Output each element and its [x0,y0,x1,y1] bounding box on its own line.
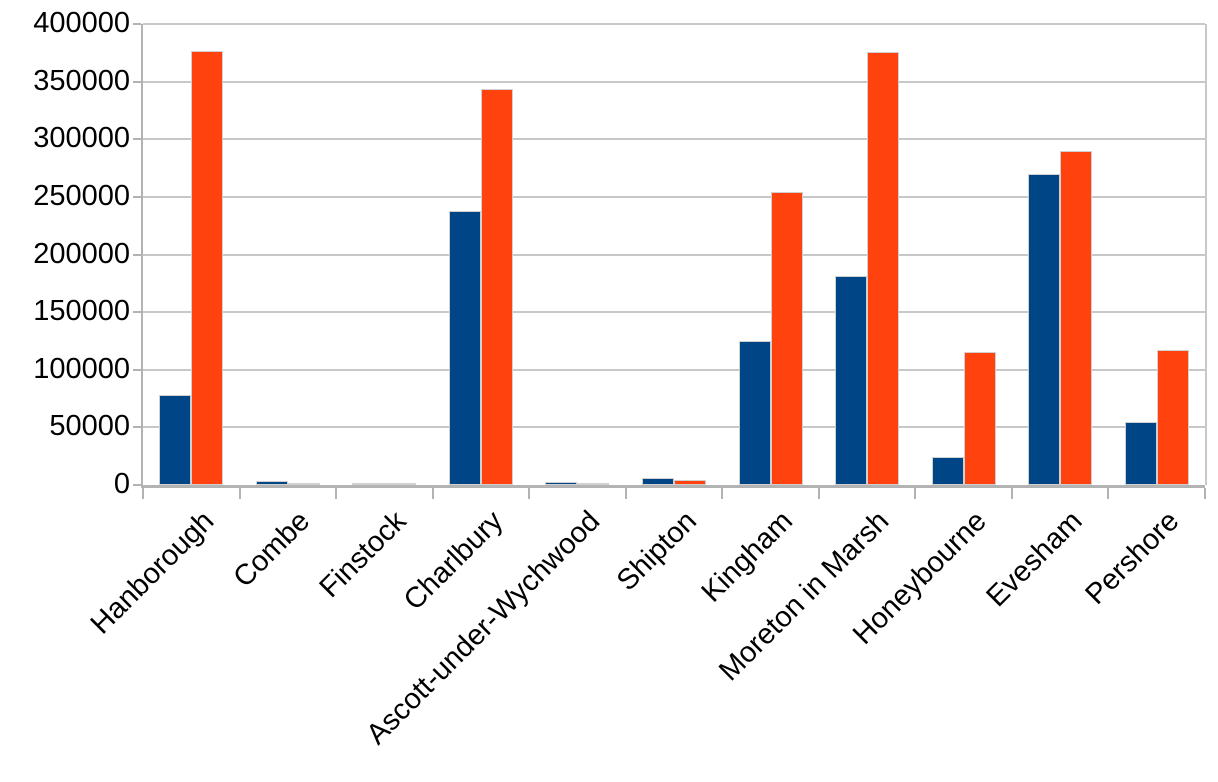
bar-orange-combe [288,483,320,485]
y-tick-label-300000: 300000 [33,122,130,154]
gridline-250000 [143,196,1205,198]
bar-blue-ascott-under-wychwood [545,482,577,485]
y-tick-label-200000: 200000 [33,238,130,270]
bar-blue-kingham [739,341,771,485]
y-axis-tick [133,138,141,140]
x-axis-tick [528,488,530,499]
x-category-label-pershore: Pershore [1079,505,1186,611]
plot-right-border [1205,24,1207,485]
y-tick-label-0: 0 [113,468,130,500]
x-category-label-combe: Combe [227,505,317,594]
y-axis-tick [133,81,141,83]
gridline-50000 [143,426,1205,428]
bar-orange-moreton-in-marsh [867,52,899,485]
y-tick-label-400000: 400000 [33,7,130,39]
gridline-150000 [143,311,1205,313]
y-tick-label-150000: 150000 [33,295,130,327]
bar-blue-honeybourne [932,457,964,485]
x-category-label-evesham: Evesham [980,505,1089,614]
y-tick-label-350000: 350000 [33,65,130,97]
bar-orange-finstock [384,483,416,485]
y-axis-tick [133,369,141,371]
bar-blue-charlbury [449,211,481,485]
y-tick-label-100000: 100000 [33,353,130,385]
x-axis-tick [1107,488,1109,499]
y-axis-tick [133,484,141,486]
x-axis-tick [335,488,337,499]
y-tick-label-250000: 250000 [33,180,130,212]
bar-blue-combe [256,481,288,485]
x-axis-tick [142,488,144,499]
x-axis-tick [914,488,916,499]
bar-blue-shipton [642,478,674,485]
bar-orange-hanborough [191,51,223,485]
y-axis-tick [133,23,141,25]
bar-orange-kingham [771,192,803,485]
bar-blue-moreton-in-marsh [835,276,867,485]
y-tick-label-50000: 50000 [49,410,130,442]
x-category-label-hanborough: Hanborough [84,505,220,641]
y-axis-tick [133,196,141,198]
bar-blue-pershore [1125,422,1157,485]
gridline-350000 [143,81,1205,83]
bar-blue-evesham [1028,174,1060,485]
gridline-100000 [143,369,1205,371]
bar-orange-shipton [674,480,706,485]
bar-orange-ascott-under-wychwood [577,483,609,485]
x-axis-tick [625,488,627,499]
x-category-label-moreton-in-marsh: Moreton in Marsh [713,505,896,688]
x-axis-tick [1011,488,1013,499]
x-axis-tick [1204,488,1206,499]
x-axis-tick [721,488,723,499]
bar-blue-hanborough [159,395,191,485]
gridline-300000 [143,138,1205,140]
bar-orange-honeybourne [964,352,996,485]
y-axis-tick [133,426,141,428]
x-category-label-shipton: Shipton [610,505,703,598]
x-axis-tick [818,488,820,499]
y-axis-tick [133,311,141,313]
bar-orange-charlbury [481,89,513,485]
x-axis-tick [239,488,241,499]
y-axis-tick [133,254,141,256]
x-category-label-finstock: Finstock [314,505,414,604]
gridline-200000 [143,254,1205,256]
bar-orange-evesham [1060,151,1092,485]
plot-area [141,24,1205,488]
bar-orange-pershore [1157,350,1189,485]
bar-blue-finstock [352,483,384,485]
x-axis-tick [432,488,434,499]
gridline-400000 [143,23,1205,25]
